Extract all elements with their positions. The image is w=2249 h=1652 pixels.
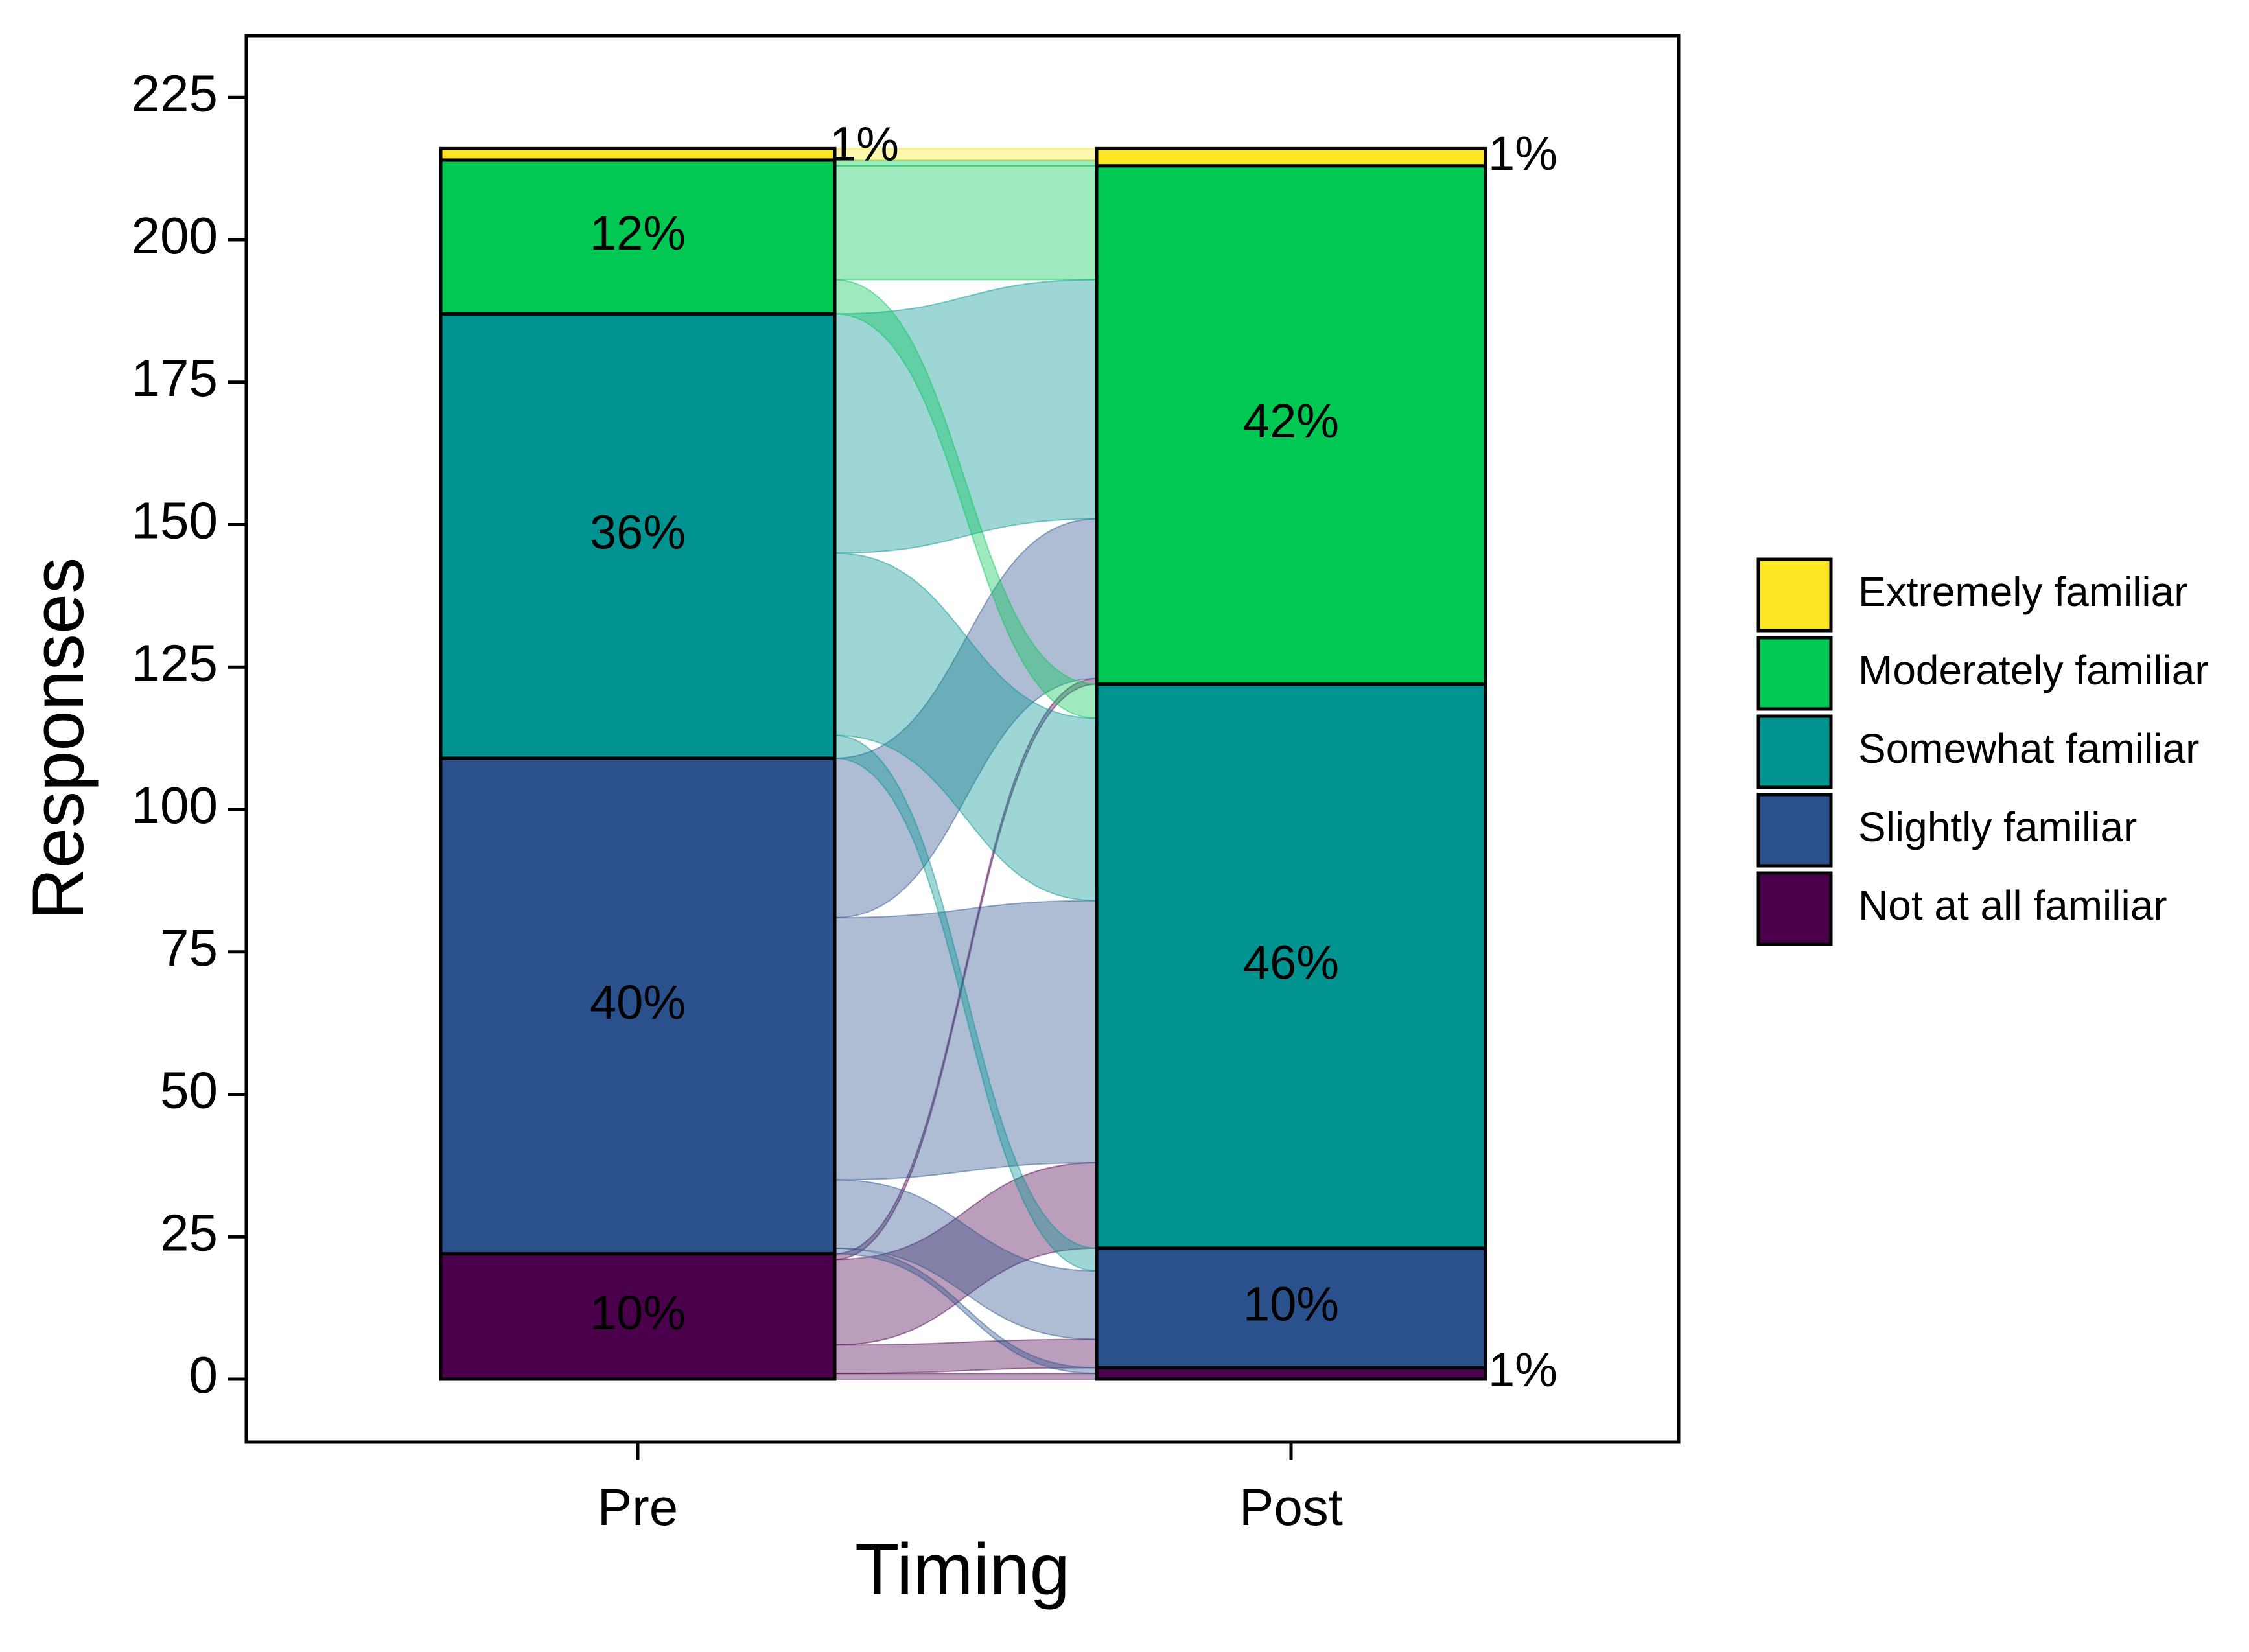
segment-label-post-extremely-familiar: 1% bbox=[1488, 126, 1557, 180]
legend-label-slightly-familiar: Slightly familiar bbox=[1858, 804, 2137, 850]
y-axis-title: Responses bbox=[17, 557, 99, 920]
legend-label-somewhat-familiar: Somewhat familiar bbox=[1858, 725, 2199, 772]
legend-label-not-at-all-familiar: Not at all familiar bbox=[1858, 882, 2167, 929]
stacks: 10% 40% 36% 12% 1% 1% 10% 46% 42% 1% bbox=[439, 117, 1557, 1397]
flow-moderately-familiar-to-moderately-familiar bbox=[834, 165, 1097, 281]
stack-pre-moderately-familiar bbox=[439, 158, 837, 316]
y-tick-label-100: 100 bbox=[132, 776, 218, 834]
flows bbox=[834, 148, 1097, 1380]
y-tick-label-175: 175 bbox=[132, 349, 218, 407]
x-axis: Pre Post bbox=[598, 1442, 1343, 1536]
legend-key-not-at-all-familiar bbox=[1756, 871, 1833, 946]
stack-post-extremely-familiar bbox=[1095, 146, 1487, 168]
segment-label-pre-somewhat-familiar: 36% bbox=[590, 506, 686, 559]
y-tick-label-75: 75 bbox=[160, 919, 218, 977]
segment-label-pre-not-at-all-familiar: 10% bbox=[590, 1286, 686, 1340]
y-tick-label-0: 0 bbox=[189, 1346, 218, 1404]
stack-pre-slightly-familiar bbox=[439, 756, 837, 1256]
segment-label-pre-moderately-familiar: 12% bbox=[590, 206, 686, 260]
flow-not-at-all-familiar-to-not-at-all-familiar bbox=[834, 1373, 1097, 1380]
segment-label-post-slightly-familiar: 10% bbox=[1243, 1277, 1339, 1331]
stack-pre-somewhat-familiar bbox=[439, 312, 837, 760]
y-tick-label-225: 225 bbox=[132, 64, 218, 122]
segment-label-post-not-at-all-familiar: 1% bbox=[1488, 1343, 1557, 1397]
legend: Extremely familiar Moderately familiar Som… bbox=[1756, 557, 2209, 946]
segment-label-post-moderately-familiar: 42% bbox=[1243, 394, 1339, 448]
y-tick-label-200: 200 bbox=[132, 207, 218, 264]
stack-pre-extremely-familiar bbox=[439, 146, 837, 162]
stack-post-not-at-all-familiar bbox=[1095, 1366, 1487, 1381]
segment-label-pre-extremely-familiar: 1% bbox=[830, 117, 899, 171]
x-tick-label-pre: Pre bbox=[598, 1478, 679, 1536]
plot-panel-border bbox=[244, 34, 1681, 1444]
y-tick-label-125: 125 bbox=[132, 634, 218, 692]
legend-key-somewhat-familiar bbox=[1756, 714, 1833, 789]
legend-label-moderately-familiar: Moderately familiar bbox=[1858, 647, 2209, 693]
y-tick-label-150: 150 bbox=[132, 492, 218, 550]
y-axis: 0 25 50 75 100 125 150 175 200 225 bbox=[132, 64, 246, 1404]
y-tick-label-50: 50 bbox=[160, 1062, 218, 1119]
x-axis-title: Timing bbox=[855, 1529, 1070, 1610]
flow-slightly-familiar-to-somewhat-familiar bbox=[834, 900, 1097, 1181]
segment-label-pre-slightly-familiar: 40% bbox=[590, 975, 686, 1029]
legend-key-slightly-familiar bbox=[1756, 793, 1833, 868]
segment-label-post-somewhat-familiar: 46% bbox=[1243, 935, 1339, 989]
x-tick-label-post: Post bbox=[1239, 1478, 1343, 1536]
legend-label-extremely-familiar: Extremely familiar bbox=[1858, 568, 2188, 615]
stack-post-slightly-familiar bbox=[1095, 1246, 1487, 1369]
legend-key-moderately-familiar bbox=[1756, 636, 1833, 711]
legend-key-extremely-familiar bbox=[1756, 557, 1833, 633]
y-tick-label-25: 25 bbox=[160, 1204, 218, 1261]
